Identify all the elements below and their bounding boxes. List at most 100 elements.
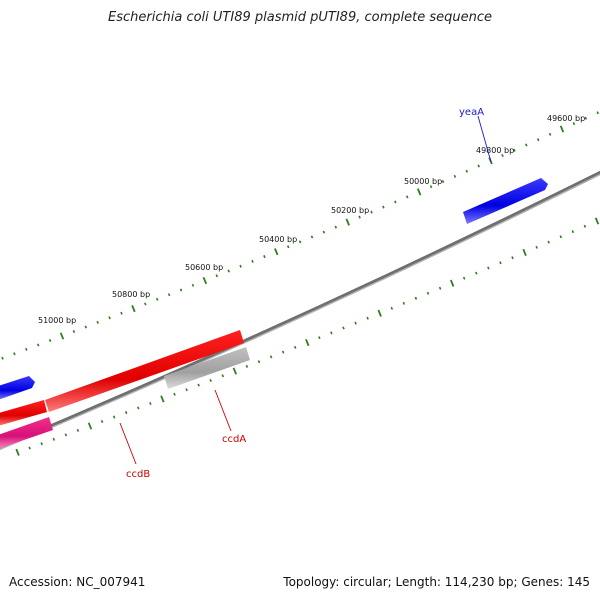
- major-tick: [160, 395, 165, 403]
- minor-tick: [462, 276, 466, 280]
- tick-label: 51000 bp: [38, 316, 76, 325]
- minor-tick: [96, 320, 99, 324]
- major-tick: [305, 338, 310, 347]
- major-tick: [345, 218, 350, 226]
- tick-label: 50600 bp: [185, 263, 223, 272]
- minor-tick: [112, 415, 116, 419]
- minor-tick: [453, 174, 457, 178]
- major-tick: [449, 279, 455, 287]
- minor-tick: [501, 153, 504, 158]
- minor-tick: [263, 255, 266, 259]
- minor-tick: [48, 338, 52, 343]
- minor-tick: [1, 356, 4, 360]
- tick-labels: 49600 bp 49800 bp 50000 bp 50200 bp 5040…: [38, 114, 585, 325]
- minor-tick: [584, 116, 588, 120]
- gene-label-ccdA[interactable]: ccdA: [222, 434, 246, 445]
- minor-tick: [209, 378, 212, 383]
- gene-pink[interactable]: [0, 417, 53, 449]
- minor-tick: [342, 326, 345, 330]
- minor-tick: [144, 302, 147, 306]
- minor-tick: [390, 306, 394, 310]
- backbone: [0, 170, 600, 450]
- minor-tick: [269, 355, 273, 359]
- minor-tick: [28, 446, 31, 450]
- minor-tick: [257, 360, 261, 364]
- minor-tick: [536, 138, 540, 142]
- tick-label: 50200 bp: [331, 206, 369, 215]
- major-tick: [87, 422, 93, 430]
- minor-tick: [137, 406, 140, 410]
- minor-tick: [36, 343, 40, 347]
- minor-tick: [215, 274, 219, 278]
- minor-tick: [173, 392, 176, 396]
- inner-tick-ring: [15, 217, 600, 456]
- major-tick: [15, 448, 20, 456]
- summary-text: Topology: circular; Length: 114,230 bp; …: [283, 575, 590, 589]
- minor-tick: [293, 345, 297, 349]
- gene-label-yeaA[interactable]: yeaA: [459, 107, 484, 118]
- minor-tick: [76, 428, 80, 432]
- minor-tick: [108, 316, 111, 320]
- minor-tick: [511, 256, 514, 260]
- minor-tick: [124, 411, 128, 415]
- minor-tick: [286, 245, 290, 249]
- minor-tick: [354, 321, 357, 325]
- major-tick: [59, 332, 65, 340]
- gene-red-left[interactable]: [0, 400, 47, 426]
- minor-tick: [429, 185, 433, 189]
- major-tick: [202, 276, 208, 285]
- minor-tick: [149, 402, 152, 405]
- minor-tick: [40, 442, 43, 446]
- minor-tick: [358, 215, 361, 219]
- minor-tick: [281, 350, 285, 354]
- minor-tick: [547, 240, 550, 244]
- minor-tick: [513, 148, 516, 152]
- map-title: Escherichia coli UTI89 plasmid pUTI89, c…: [108, 10, 492, 25]
- minor-tick: [402, 301, 406, 305]
- minor-tick: [52, 437, 56, 441]
- gene-label-ccdB[interactable]: ccdB: [126, 469, 150, 480]
- gene-ccdA[interactable]: [164, 347, 250, 389]
- minor-tick: [251, 259, 254, 263]
- tick-label: 50400 bp: [259, 235, 297, 244]
- minor-tick: [438, 286, 442, 290]
- minor-tick: [465, 169, 469, 173]
- minor-tick: [25, 347, 28, 351]
- minor-tick: [155, 297, 159, 301]
- minor-tick: [179, 288, 183, 292]
- minor-tick: [84, 325, 88, 329]
- gene-blue-left[interactable]: [0, 376, 35, 400]
- minor-tick: [548, 132, 552, 136]
- gene-yeaA[interactable]: [463, 178, 548, 224]
- minor-tick: [571, 230, 575, 234]
- tick-label: 49800 bp: [476, 146, 514, 155]
- major-tick: [522, 248, 527, 257]
- tick-label: 49600 bp: [547, 114, 585, 123]
- minor-tick: [13, 352, 16, 356]
- minor-tick: [334, 225, 338, 229]
- minor-tick: [572, 122, 576, 126]
- minor-tick: [559, 235, 563, 239]
- minor-tick: [583, 224, 587, 228]
- minor-tick: [441, 180, 445, 184]
- minor-tick: [487, 266, 490, 270]
- minor-tick: [197, 383, 200, 387]
- minor-tick: [405, 195, 409, 199]
- ccdB-leader-line: [119, 422, 137, 465]
- minor-tick: [120, 311, 123, 315]
- minor-tick: [64, 433, 68, 437]
- gene-ccdB[interactable]: [45, 330, 244, 412]
- major-tick: [559, 125, 565, 133]
- minor-tick: [318, 336, 321, 340]
- minor-tick: [185, 388, 188, 392]
- minor-tick: [191, 283, 195, 287]
- minor-tick: [239, 264, 242, 268]
- minor-tick: [475, 271, 478, 275]
- accession-text: Accession: NC_007941: [9, 575, 146, 589]
- minor-tick: [596, 111, 599, 115]
- ccdA-leader-line: [214, 389, 232, 432]
- minor-tick: [394, 200, 397, 204]
- minor-tick: [310, 235, 314, 239]
- minor-tick: [100, 419, 104, 424]
- minor-tick: [330, 331, 333, 335]
